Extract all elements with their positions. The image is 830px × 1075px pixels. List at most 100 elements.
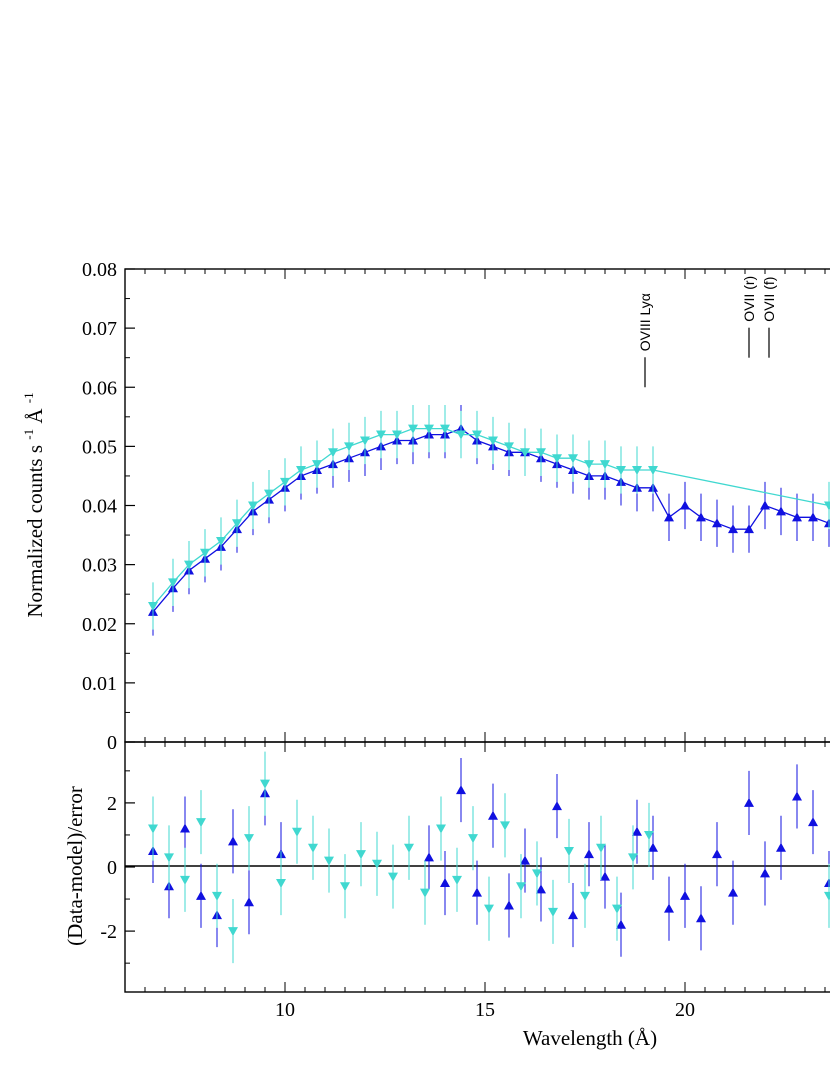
spectrum-panel: 0 0.01 0.02 0.03 0.04 0.05 0.06 0.07 0.08 OVIII … — [14, 259, 830, 754]
series-1-residual — [536, 884, 546, 894]
series-2-point — [456, 430, 466, 440]
y-tick-label: 2 — [107, 793, 117, 815]
y-tick-label: 0.04 — [82, 496, 117, 518]
emission-line-labels: OVIII Lyα OVII (r) OVII (f) — [637, 276, 777, 388]
series-2-point — [472, 430, 482, 440]
line-label: OVIII Lyα — [637, 293, 653, 351]
series-1-residual — [760, 868, 770, 878]
series-2-residual — [228, 927, 238, 937]
series-2-point — [168, 578, 178, 588]
series-2-residual — [164, 853, 174, 863]
series-2-point — [600, 460, 610, 470]
series-1-residual — [472, 887, 482, 897]
series-1-residual — [568, 910, 578, 920]
line-label: OVII (r) — [741, 276, 757, 322]
series-2-residual — [564, 846, 574, 856]
series-2-residual — [244, 834, 254, 844]
spectrum-x-ticks — [144, 269, 826, 742]
series-2-point — [328, 448, 338, 458]
series-2-residual — [580, 891, 590, 901]
series-2-point — [216, 536, 226, 546]
series-1-point — [792, 512, 802, 522]
series-2-point — [376, 430, 386, 440]
series-1-residual — [584, 849, 594, 859]
series-2-residual — [532, 869, 542, 879]
series-2-point — [616, 466, 626, 476]
series-2-residual — [356, 850, 366, 860]
series-2-residual — [596, 843, 606, 853]
x-tick-label: 15 — [475, 999, 495, 1021]
x-tick-label: 10 — [275, 999, 295, 1021]
series-2-residual — [340, 882, 350, 892]
series-2-point — [520, 448, 530, 458]
series-2-residual — [324, 856, 334, 866]
series-1-residual — [616, 919, 626, 929]
series-2-point — [312, 460, 322, 470]
series-2-point — [440, 424, 450, 434]
series-1-residual — [552, 801, 562, 811]
series-2-point — [632, 466, 642, 476]
series-1-residual — [244, 897, 254, 907]
line-label: OVII (f) — [761, 277, 777, 322]
series-1-point — [760, 500, 770, 510]
series-2-point — [200, 548, 210, 558]
y-tick-label: -2 — [100, 921, 117, 943]
series-2-residual — [276, 879, 286, 889]
series-2-point — [232, 519, 242, 529]
series-2-point — [280, 477, 290, 487]
series-2-residual — [468, 834, 478, 844]
x-axis-title: Wavelength (Å) — [523, 1026, 657, 1050]
series-2-point — [424, 424, 434, 434]
series-1-point — [808, 512, 818, 522]
series-1-residual — [520, 855, 530, 865]
series-2-point — [296, 466, 306, 476]
series-2-residual — [628, 853, 638, 863]
y-tick-label: 0.06 — [82, 377, 117, 399]
series-1-residual — [424, 852, 434, 862]
series-2-point — [552, 454, 562, 464]
series-2-point — [568, 454, 578, 464]
series-1-residual — [696, 913, 706, 923]
y-tick-label: 0 — [107, 732, 117, 754]
spectrum-series-group — [148, 404, 830, 636]
spectrum-y-axis-title: Normalized counts s -1 Å -1 — [14, 392, 47, 617]
residuals-series-group — [148, 751, 830, 964]
series-1-residual — [728, 887, 738, 897]
y-tick-label: 0.07 — [82, 318, 117, 340]
series-2-point — [392, 430, 402, 440]
series-1-residual — [196, 890, 206, 900]
series-2-residual — [292, 827, 302, 837]
series-2-point — [648, 466, 658, 476]
series-1-point — [664, 512, 674, 522]
series-1-residual — [600, 871, 610, 881]
series-1-residual — [744, 797, 754, 807]
series-2-residual — [452, 875, 462, 885]
series-1-residual — [440, 878, 450, 888]
series-2-residual — [180, 875, 190, 885]
series-2-residual — [516, 882, 526, 892]
series-2-residual — [644, 830, 654, 840]
series-1-residual — [648, 842, 658, 852]
series-1-residual — [680, 890, 690, 900]
series-1-residual — [228, 836, 238, 846]
series-1-residual — [792, 791, 802, 801]
y-tick-label: 0.03 — [82, 555, 117, 577]
series-2-residual — [196, 818, 206, 828]
series-2-residual — [436, 824, 446, 834]
series-2-residual — [372, 859, 382, 869]
series-2-point — [824, 501, 830, 511]
x-tick-label: 20 — [675, 999, 695, 1021]
series-1-residual — [632, 826, 642, 836]
series-1-point — [696, 512, 706, 522]
series-1-point — [744, 524, 754, 534]
series-2-point — [488, 436, 498, 446]
series-2-residual — [420, 888, 430, 898]
series-2-point — [184, 560, 194, 570]
series-1-residual — [180, 823, 190, 833]
series-1-residual — [712, 849, 722, 859]
series-2-point — [264, 489, 274, 499]
series-1-point — [728, 524, 738, 534]
series-2-point — [536, 448, 546, 458]
series-2-residual — [612, 904, 622, 914]
